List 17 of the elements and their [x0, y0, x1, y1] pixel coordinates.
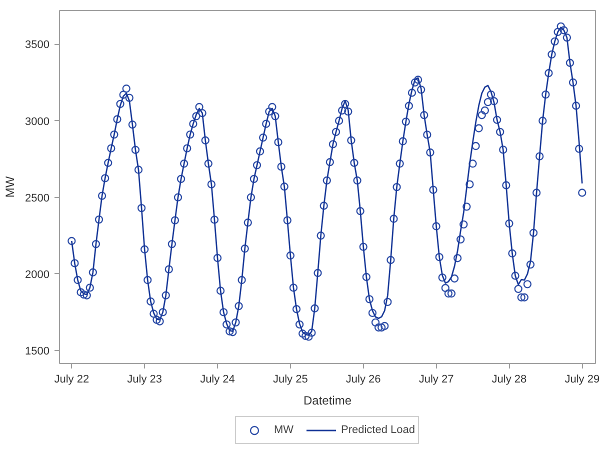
y-tick-label: 3500	[25, 39, 50, 52]
y-tick-label: 1500	[25, 345, 50, 358]
y-tick-label: 2000	[25, 268, 50, 281]
x-tick-label: July 25	[273, 374, 308, 386]
x-axis-title: Datetime	[303, 394, 352, 408]
y-tick-label: 3000	[25, 116, 50, 128]
x-tick-label: July 29	[564, 374, 600, 386]
x-tick-label: July 28	[492, 374, 527, 386]
x-tick-label: July 27	[418, 374, 454, 386]
x-tick-label: July 23	[127, 374, 162, 386]
y-axis-title: MW	[3, 176, 18, 198]
x-tick-label: July 26	[346, 374, 381, 386]
x-tick-label: July 22	[54, 374, 90, 386]
legend-label: Predicted Load	[341, 424, 415, 436]
x-tick-label: July 24	[200, 374, 235, 386]
legend-label: MW	[274, 424, 294, 436]
y-tick-label: 2500	[25, 192, 50, 204]
